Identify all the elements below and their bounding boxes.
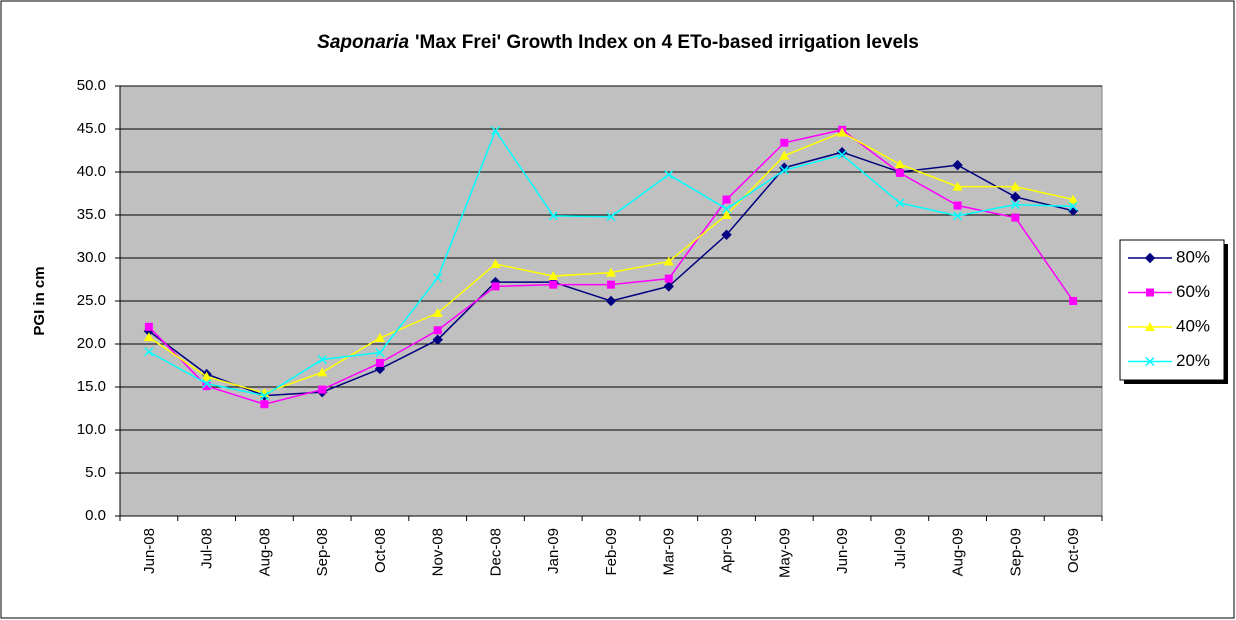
marker: [375, 348, 385, 358]
marker: [1010, 200, 1020, 210]
marker: [721, 204, 732, 214]
y-tick-label: 15.0: [77, 378, 106, 395]
marker: [260, 400, 269, 409]
y-tick-label: 10.0: [77, 421, 106, 438]
marker: [779, 150, 790, 160]
x-tick-label: Jan-09: [545, 528, 562, 574]
y-tick-label: 25.0: [77, 292, 106, 309]
legend-label: 80%: [1176, 247, 1210, 266]
x-tick-label: Aug-09: [950, 528, 967, 576]
x-tick-label: Jun-09: [834, 528, 851, 574]
marker: [779, 165, 789, 175]
marker: [607, 280, 615, 289]
x-tick-label: Apr-09: [718, 528, 735, 573]
y-tick-label: 40.0: [77, 163, 106, 180]
x-tick-label: Mar-09: [661, 528, 678, 576]
y-tick-label: 5.0: [85, 464, 106, 481]
title-rest: 'Max Frei' Growth Index on 4 ETo-based i…: [415, 32, 919, 53]
title-italic: Saponaria: [317, 32, 409, 53]
marker: [721, 229, 732, 240]
x-tick-label: Oct-08: [372, 528, 389, 573]
y-axis-label: PGI in cm: [31, 266, 48, 335]
marker: [1011, 213, 1020, 222]
marker: [780, 138, 789, 147]
marker: [549, 280, 558, 289]
marker: [548, 271, 559, 281]
marker: [490, 126, 501, 136]
marker: [202, 382, 211, 391]
marker: [317, 367, 328, 377]
marker: [664, 274, 673, 283]
marker: [605, 295, 617, 307]
y-tick-label: 0.0: [85, 507, 106, 524]
marker: [432, 334, 443, 345]
marker: [144, 322, 153, 331]
marker: [1010, 191, 1021, 203]
y-tick-label: 50.0: [77, 77, 106, 94]
marker: [663, 256, 674, 266]
marker: [1146, 288, 1154, 297]
x-tick-label: Jul-09: [892, 528, 909, 569]
marker: [490, 259, 501, 269]
marker: [894, 159, 905, 169]
marker: [663, 281, 674, 292]
marker: [201, 371, 212, 381]
marker: [953, 211, 963, 221]
x-tick-label: Sep-08: [314, 528, 331, 576]
y-tick-label: 30.0: [77, 249, 106, 266]
marker: [259, 391, 269, 401]
x-tick-label: Dec-08: [487, 528, 504, 576]
legend-label: 60%: [1176, 282, 1210, 301]
chart-title: Saponaria 'Max Frei' Growth Index on 4 ET…: [317, 32, 919, 53]
x-tick-label: Nov-08: [430, 528, 447, 576]
marker: [433, 273, 443, 283]
marker: [374, 332, 385, 342]
marker: [952, 159, 963, 171]
marker: [1010, 181, 1021, 191]
marker: [1145, 356, 1155, 367]
x-tick-label: May-09: [776, 528, 793, 578]
marker: [1068, 201, 1078, 211]
marker: [491, 282, 500, 291]
legend-label: 40%: [1176, 316, 1210, 335]
marker: [606, 267, 616, 277]
marker: [1144, 252, 1156, 264]
marker: [836, 147, 848, 158]
marker: [895, 168, 904, 177]
marker: [1145, 322, 1155, 331]
legend-label: 20%: [1176, 351, 1210, 370]
y-tick-label: 20.0: [77, 335, 106, 352]
marker: [202, 379, 212, 389]
marker: [318, 385, 327, 394]
marker: [837, 127, 848, 137]
marker: [317, 354, 327, 365]
marker: [433, 326, 442, 335]
marker: [722, 195, 731, 204]
x-tick-label: Feb-09: [603, 528, 620, 576]
marker: [144, 347, 154, 357]
x-tick-label: Jun-08: [141, 528, 158, 574]
marker: [953, 201, 962, 210]
x-tick-label: Sep-09: [1007, 528, 1024, 576]
marker: [837, 150, 847, 160]
marker: [895, 198, 905, 208]
y-tick-label: 45.0: [77, 120, 106, 137]
x-tick-label: Oct-09: [1065, 528, 1082, 573]
x-tick-label: Jul-08: [199, 528, 216, 569]
marker: [1069, 297, 1078, 305]
marker: [1068, 194, 1079, 204]
marker: [606, 212, 616, 222]
legend: [1119, 239, 1225, 381]
marker: [375, 358, 384, 367]
marker: [548, 211, 558, 221]
x-tick-label: Aug-08: [256, 528, 273, 576]
marker: [952, 181, 963, 191]
y-tick-label: 35.0: [77, 206, 106, 223]
marker: [664, 170, 674, 180]
marker: [143, 332, 154, 342]
marker: [721, 210, 732, 219]
marker: [432, 308, 443, 318]
